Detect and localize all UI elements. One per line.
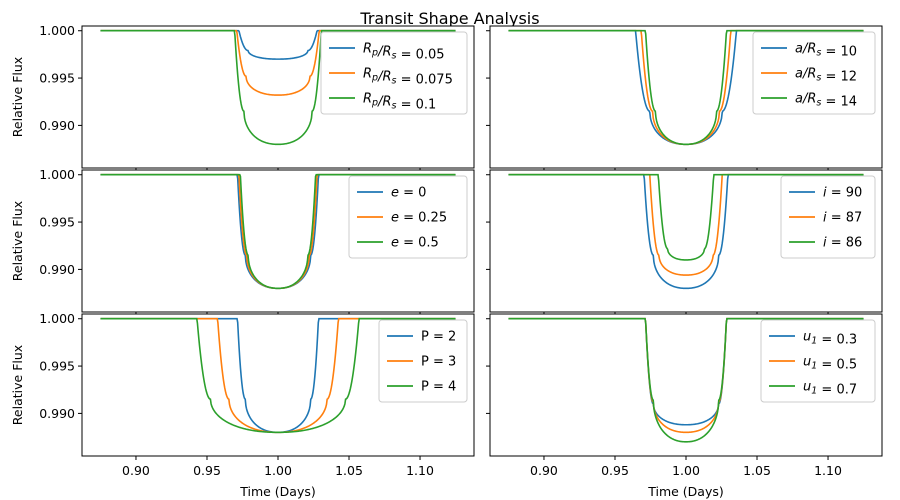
y-axis-label: Relative Flux	[10, 201, 25, 281]
subplot-4: i = 90 i = 87 i = 86	[486, 169, 883, 316]
legend-entry: P = 4	[421, 380, 456, 395]
y-tick-label: 1.000	[39, 311, 75, 326]
legend-entry: u1 = 0.7	[803, 380, 857, 398]
chart-title: Transit Shape Analysis	[359, 9, 539, 28]
y-axis-label: Relative Flux	[10, 57, 25, 137]
series-line	[100, 317, 456, 434]
legend-entry: Rp/Rs = 0.1	[363, 92, 436, 113]
legend-box	[752, 31, 876, 115]
legend-entry: a/Rs = 12	[795, 67, 857, 85]
x-tick-label: 0.95	[601, 463, 629, 478]
legend-entry: e = 0.5	[391, 236, 439, 251]
y-tick-label: 0.990	[39, 406, 75, 421]
legend: i = 90 i = 87 i = 86	[780, 175, 876, 259]
legend-entry: P = 2	[421, 330, 456, 345]
y-tick-label: 1.000	[39, 23, 75, 38]
x-tick-label: 1.00	[672, 463, 700, 478]
x-tick-label: 0.95	[193, 463, 221, 478]
series-line	[100, 173, 456, 290]
legend-entry: a/Rs = 14	[795, 92, 857, 110]
x-axis-label: Time (Days)	[239, 484, 316, 499]
legend-entry: i = 90	[823, 186, 862, 201]
y-tick-label: 1.000	[39, 167, 75, 182]
legend: P = 2 P = 3 P = 4	[378, 319, 468, 403]
legend-entry: Rp/Rs = 0.075	[363, 67, 453, 88]
subplot-1: 1.000 0.995 0.990 Relative Flux Rp/Rs = 0.05…	[10, 23, 475, 172]
x-tick-label: 1.00	[264, 463, 292, 478]
y-axis-label: Relative Flux	[10, 345, 25, 425]
x-tick-label: 0.90	[122, 463, 150, 478]
y-tick-label: 0.995	[39, 359, 75, 374]
legend-box	[378, 319, 468, 403]
legend-entry: e = 0.25	[391, 211, 447, 226]
series-line	[508, 173, 864, 261]
x-tick-label: 1.10	[406, 463, 434, 478]
legend-entry: u1 = 0.3	[803, 330, 857, 348]
subplot-grid: 1.000 0.995 0.990 Relative Flux Rp/Rs = 0.05…	[10, 23, 883, 499]
series-line	[100, 29, 456, 146]
x-tick-label: 0.90	[530, 463, 558, 478]
subplot-2: a/Rs = 10 a/Rs = 12 a/Rs = 14	[486, 25, 883, 172]
legend-entry: Rp/Rs = 0.05	[363, 42, 445, 63]
subplot-3: 1.000 0.995 0.990 Relative Flux e = 0 e = 0.2…	[10, 167, 475, 316]
subplot-5: 0.90 0.95 1.00 1.05 1.10 1.000 0.995 0.990 Relat…	[10, 311, 475, 499]
legend-entry: a/Rs = 10	[795, 42, 857, 60]
legend-box	[320, 31, 468, 115]
legend: Rp/Rs = 0.05 Rp/Rs = 0.075 Rp/Rs = 0.1	[320, 31, 468, 115]
legend-box	[348, 175, 468, 259]
y-tick-label: 0.990	[39, 118, 75, 133]
legend-entry: e = 0	[391, 186, 426, 201]
y-tick-label: 0.990	[39, 262, 75, 277]
x-tick-label: 1.05	[743, 463, 771, 478]
legend-box	[780, 175, 876, 259]
legend-entry: i = 87	[823, 211, 862, 226]
legend-entry: P = 3	[421, 355, 456, 370]
legend-entry: i = 86	[823, 236, 862, 251]
legend: u1 = 0.3 u1 = 0.5 u1 = 0.7	[760, 319, 876, 403]
x-tick-label: 1.05	[335, 463, 363, 478]
x-axis-label: Time (Days)	[647, 484, 724, 499]
series-line	[508, 317, 864, 443]
legend-entry: u1 = 0.5	[803, 355, 857, 373]
legend-box	[760, 319, 876, 403]
y-tick-label: 0.995	[39, 215, 75, 230]
legend: a/Rs = 10 a/Rs = 12 a/Rs = 14	[752, 31, 876, 115]
x-tick-label: 1.10	[814, 463, 842, 478]
legend: e = 0 e = 0.25 e = 0.5	[348, 175, 468, 259]
series-line	[508, 29, 864, 146]
y-tick-label: 0.995	[39, 71, 75, 86]
